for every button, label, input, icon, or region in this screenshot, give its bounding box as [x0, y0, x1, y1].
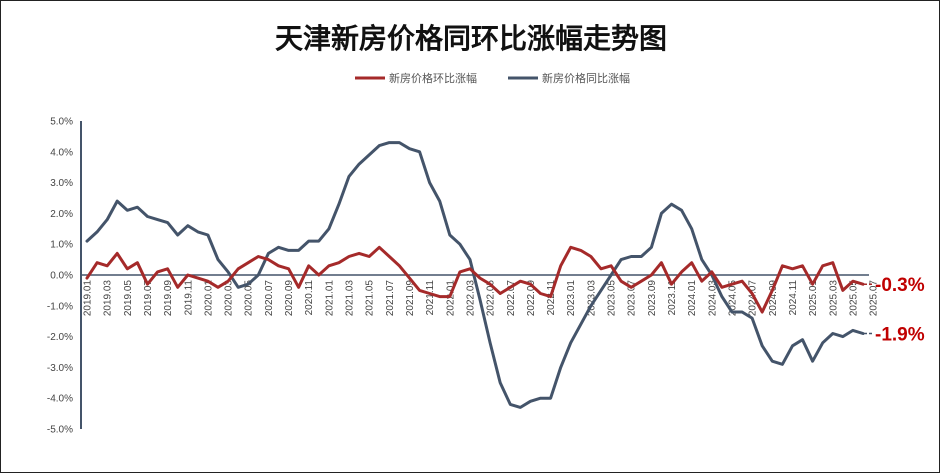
y-tick-label: -3.0% — [47, 363, 73, 374]
x-tick-label: 2020.03 — [224, 280, 235, 317]
x-tick-label: 2024.03 — [707, 280, 718, 317]
x-tick-label: 2022.09 — [526, 280, 537, 317]
x-tick-label: 2024.01 — [687, 280, 698, 317]
x-axis-ticks: 2019.01 2019.03 2019.05 2019.07 2019.09 2019.… — [83, 280, 880, 317]
x-tick-label: 2020.09 — [284, 280, 295, 317]
x-tick-label: 2023.07 — [627, 280, 638, 317]
series-line-mom — [85, 245, 865, 314]
x-tick-label: 2023.11 — [667, 280, 678, 316]
x-tick-label: 2025.03 — [828, 280, 839, 317]
chart-title: 天津新房价格同环比涨幅走势图 — [275, 22, 667, 55]
x-tick-label: 2020.11 — [304, 280, 315, 316]
legend-label-mom: 新房价格环比涨幅 — [389, 71, 477, 85]
x-tick-label: 2021.05 — [365, 280, 376, 317]
x-tick-label: 2020.01 — [203, 280, 214, 317]
x-tick-label: 2021.11 — [425, 280, 436, 316]
legend: 新房价格环比涨幅 新房价格同比涨幅 — [355, 71, 630, 85]
x-tick-label: 2019.11 — [183, 280, 194, 316]
x-tick-label: 2021.09 — [405, 280, 416, 317]
x-tick-label: 2020.07 — [264, 280, 275, 317]
x-tick-label: 2019.01 — [83, 280, 94, 317]
x-tick-label: 2022.07 — [506, 280, 517, 317]
series-layer — [85, 141, 865, 409]
y-tick-label: 1.0% — [50, 240, 73, 251]
y-tick-label: 4.0% — [50, 147, 73, 158]
x-tick-label: 2023.03 — [586, 280, 597, 317]
x-tick-label: 2022.03 — [465, 280, 476, 317]
x-tick-label: 2021.03 — [345, 280, 356, 317]
end-labels: -0.3% -1.9% — [864, 275, 925, 346]
y-tick-label: 2.0% — [50, 209, 73, 220]
x-tick-label: 2023.09 — [647, 280, 658, 317]
x-tick-label: 2019.07 — [143, 280, 154, 317]
y-tick-label: -1.0% — [47, 301, 73, 312]
y-tick-label: -5.0% — [47, 425, 73, 436]
x-tick-label: 2024.05 — [727, 280, 738, 317]
x-tick-label: 2020.05 — [244, 280, 255, 317]
x-tick-label: 2024.11 — [788, 280, 799, 316]
x-tick-label: 2025.07 — [869, 280, 880, 317]
x-tick-label: 2019.03 — [103, 280, 114, 317]
end-label-yoy: -1.9% — [875, 325, 925, 346]
x-tick-label: 2019.05 — [123, 280, 134, 317]
x-tick-label: 2024.09 — [768, 280, 779, 317]
x-tick-label: 2022.01 — [445, 280, 456, 317]
x-tick-label: 2022.05 — [486, 280, 497, 317]
x-tick-label: 2021.07 — [385, 280, 396, 317]
x-tick-label: 2021.01 — [324, 280, 335, 317]
x-tick-label: 2023.05 — [607, 280, 618, 317]
end-label-mom: -0.3% — [875, 275, 925, 296]
y-tick-label: 3.0% — [50, 178, 73, 189]
legend-label-yoy: 新房价格同比涨幅 — [542, 71, 630, 85]
x-tick-label: 2023.01 — [566, 280, 577, 317]
y-axis-ticks: 5.0% 4.0% 3.0% 2.0% 1.0% 0.0% -1.0% -2.0% -3.0% -… — [47, 117, 73, 436]
series-line-yoy — [85, 141, 865, 409]
y-tick-label: -2.0% — [47, 332, 73, 343]
x-tick-label: 2025.01 — [808, 280, 819, 317]
y-tick-label: 0.0% — [50, 271, 73, 282]
x-tick-label: 2019.09 — [163, 280, 174, 317]
y-tick-label: 5.0% — [50, 117, 73, 128]
y-tick-label: -4.0% — [47, 394, 73, 405]
x-tick-label: 2025.05 — [848, 280, 859, 317]
